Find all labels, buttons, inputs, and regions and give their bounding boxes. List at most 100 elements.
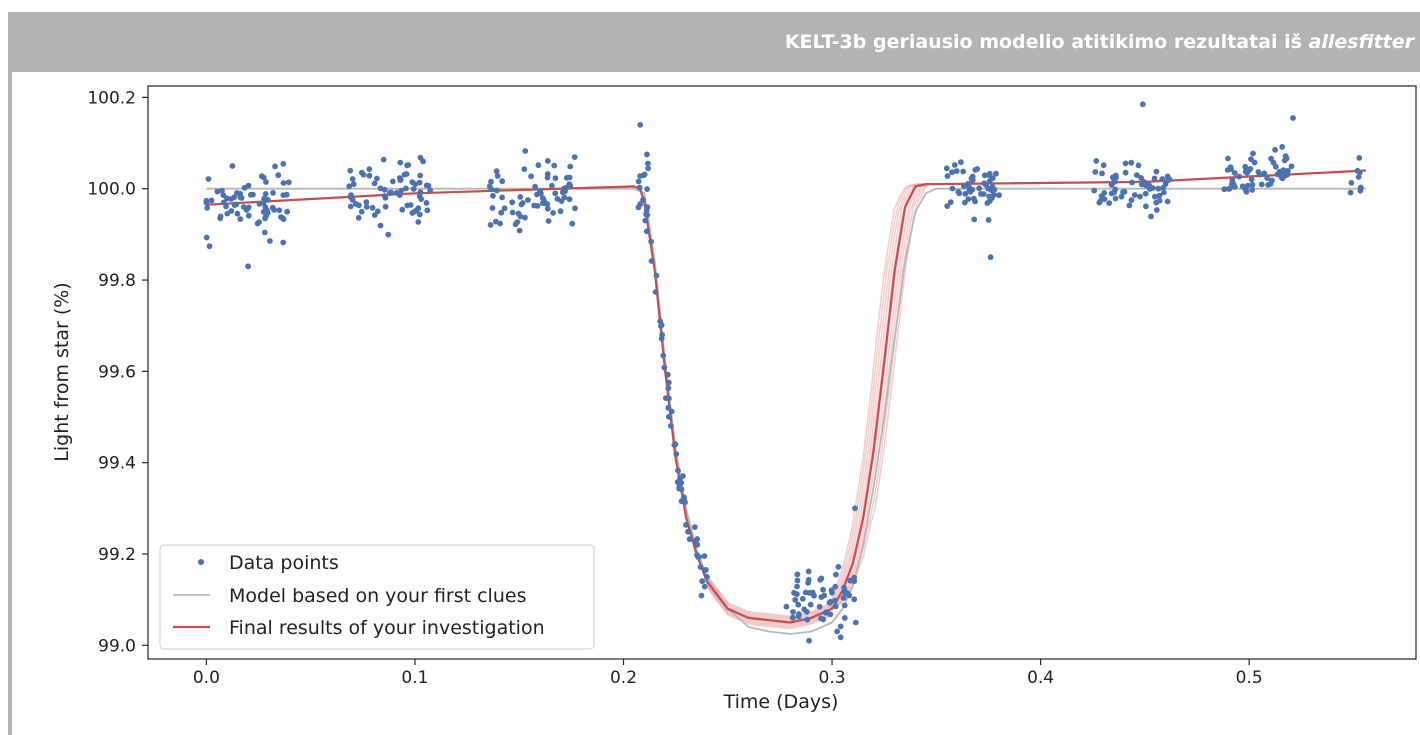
data-point — [640, 196, 646, 203]
data-point — [816, 603, 823, 610]
data-point — [1248, 176, 1255, 183]
data-point — [398, 187, 405, 194]
data-point — [237, 194, 244, 201]
data-point — [1166, 176, 1173, 183]
data-point — [377, 222, 384, 229]
data-point — [554, 196, 561, 202]
data-point — [388, 189, 394, 196]
data-point — [1126, 202, 1133, 209]
data-point — [371, 212, 378, 219]
data-point — [1356, 155, 1363, 161]
data-point — [1272, 146, 1278, 153]
data-point — [642, 217, 649, 224]
data-point — [214, 188, 221, 195]
data-point — [262, 191, 269, 197]
data-point — [356, 202, 362, 209]
data-point — [245, 212, 252, 219]
data-point — [821, 592, 828, 599]
data-point — [557, 208, 564, 215]
data-point — [417, 172, 424, 179]
data-point — [551, 162, 558, 169]
data-point — [1133, 172, 1140, 179]
data-point — [264, 210, 271, 216]
data-point — [561, 194, 568, 201]
data-point — [205, 176, 212, 182]
data-point — [401, 171, 408, 178]
data-point — [993, 170, 999, 177]
data-point — [566, 174, 573, 181]
data-point — [703, 567, 709, 573]
data-point — [794, 583, 800, 590]
data-point — [837, 634, 844, 641]
data-point — [206, 243, 213, 250]
data-point — [366, 172, 373, 179]
data-point — [1231, 170, 1238, 176]
data-point — [1093, 158, 1100, 164]
data-point — [987, 254, 994, 261]
data-point — [539, 195, 546, 201]
data-point — [820, 586, 826, 593]
data-point — [566, 196, 573, 203]
data-point — [1099, 170, 1105, 177]
data-point — [1274, 171, 1281, 178]
data-point — [665, 379, 672, 386]
data-point — [1243, 188, 1250, 195]
x-tick-label: 0.1 — [401, 668, 428, 688]
data-point — [1258, 181, 1265, 188]
data-point — [996, 192, 1002, 199]
data-point — [661, 364, 668, 371]
data-point — [358, 208, 365, 215]
data-point — [678, 479, 685, 486]
data-point — [363, 204, 370, 210]
data-point — [374, 175, 380, 182]
data-point — [1347, 189, 1354, 196]
data-point — [208, 197, 215, 204]
data-point — [671, 442, 678, 448]
legend-label-final: Final results of your investigation — [229, 617, 545, 639]
data-point — [644, 186, 650, 193]
data-point — [1096, 199, 1103, 206]
y-tick-label: 99.0 — [98, 636, 136, 656]
data-point — [250, 191, 256, 198]
data-point — [826, 599, 833, 606]
data-point — [427, 187, 434, 194]
data-point — [280, 216, 287, 223]
y-tick-label: 99.2 — [98, 545, 136, 565]
data-point — [420, 158, 426, 165]
data-point — [493, 187, 500, 194]
data-point — [965, 180, 971, 187]
data-point — [1160, 184, 1167, 191]
data-point — [648, 238, 655, 245]
data-point — [694, 541, 701, 548]
data-point — [645, 160, 651, 167]
data-point — [1272, 163, 1279, 170]
data-point — [1138, 175, 1144, 181]
data-point — [217, 213, 224, 220]
data-point — [807, 601, 814, 608]
data-point — [789, 614, 796, 621]
data-point — [498, 209, 505, 216]
data-point — [522, 148, 529, 154]
data-point — [967, 189, 974, 195]
data-point — [1159, 176, 1166, 182]
data-point — [668, 408, 675, 415]
data-point — [532, 183, 538, 190]
data-point — [544, 205, 551, 212]
data-point — [1290, 115, 1296, 121]
data-point — [666, 413, 672, 420]
data-point — [834, 628, 840, 635]
data-point — [493, 168, 500, 175]
data-point — [385, 231, 392, 238]
data-point — [840, 595, 847, 601]
data-point — [1236, 173, 1243, 180]
data-point — [636, 184, 643, 191]
data-point — [944, 203, 951, 210]
data-point — [382, 203, 389, 210]
data-point — [528, 173, 534, 180]
data-point — [280, 160, 287, 167]
y-tick-label: 99.4 — [98, 454, 136, 474]
data-point — [272, 163, 278, 170]
data-point — [653, 272, 660, 279]
data-point — [280, 180, 287, 186]
data-point — [972, 198, 978, 205]
